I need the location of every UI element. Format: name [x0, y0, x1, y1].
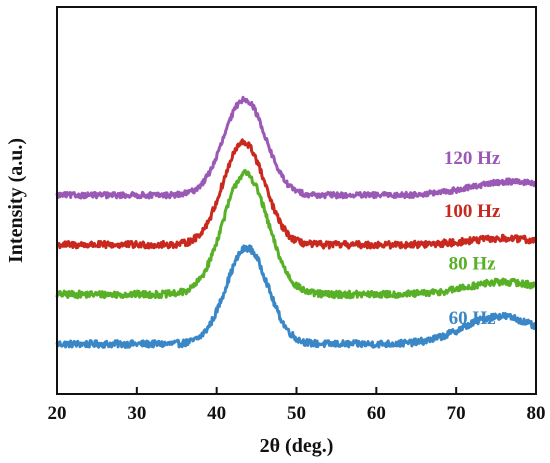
- series-curves: [55, 95, 537, 349]
- x-tick-label: 20: [48, 403, 67, 424]
- x-tick-label: 50: [287, 403, 306, 424]
- series-line-80-hz: [55, 169, 537, 300]
- y-axis-title: Intensity (a.u.): [5, 138, 27, 263]
- x-axis-title: 2θ (deg.): [260, 435, 334, 457]
- series-label-100-hz: 100 Hz: [444, 201, 501, 222]
- series-line-100-hz: [56, 138, 537, 250]
- series-label-80-hz: 80 Hz: [449, 254, 497, 275]
- series-line-120-hz: [55, 95, 537, 200]
- x-tick-label: 60: [367, 403, 386, 424]
- x-tick-label: 70: [447, 403, 466, 424]
- series-labels: 60 Hz 80 Hz 100 Hz 120 Hz: [444, 148, 501, 329]
- x-tick-label: 40: [207, 403, 226, 424]
- series-line-60-hz: [55, 244, 537, 349]
- x-axis: 20 30 40 50 60 70 80: [48, 387, 546, 424]
- series-label-60-hz: 60 Hz: [449, 308, 497, 329]
- x-tick-label: 30: [127, 403, 146, 424]
- series-label-120-hz: 120 Hz: [444, 148, 501, 169]
- x-tick-label: 80: [527, 403, 546, 424]
